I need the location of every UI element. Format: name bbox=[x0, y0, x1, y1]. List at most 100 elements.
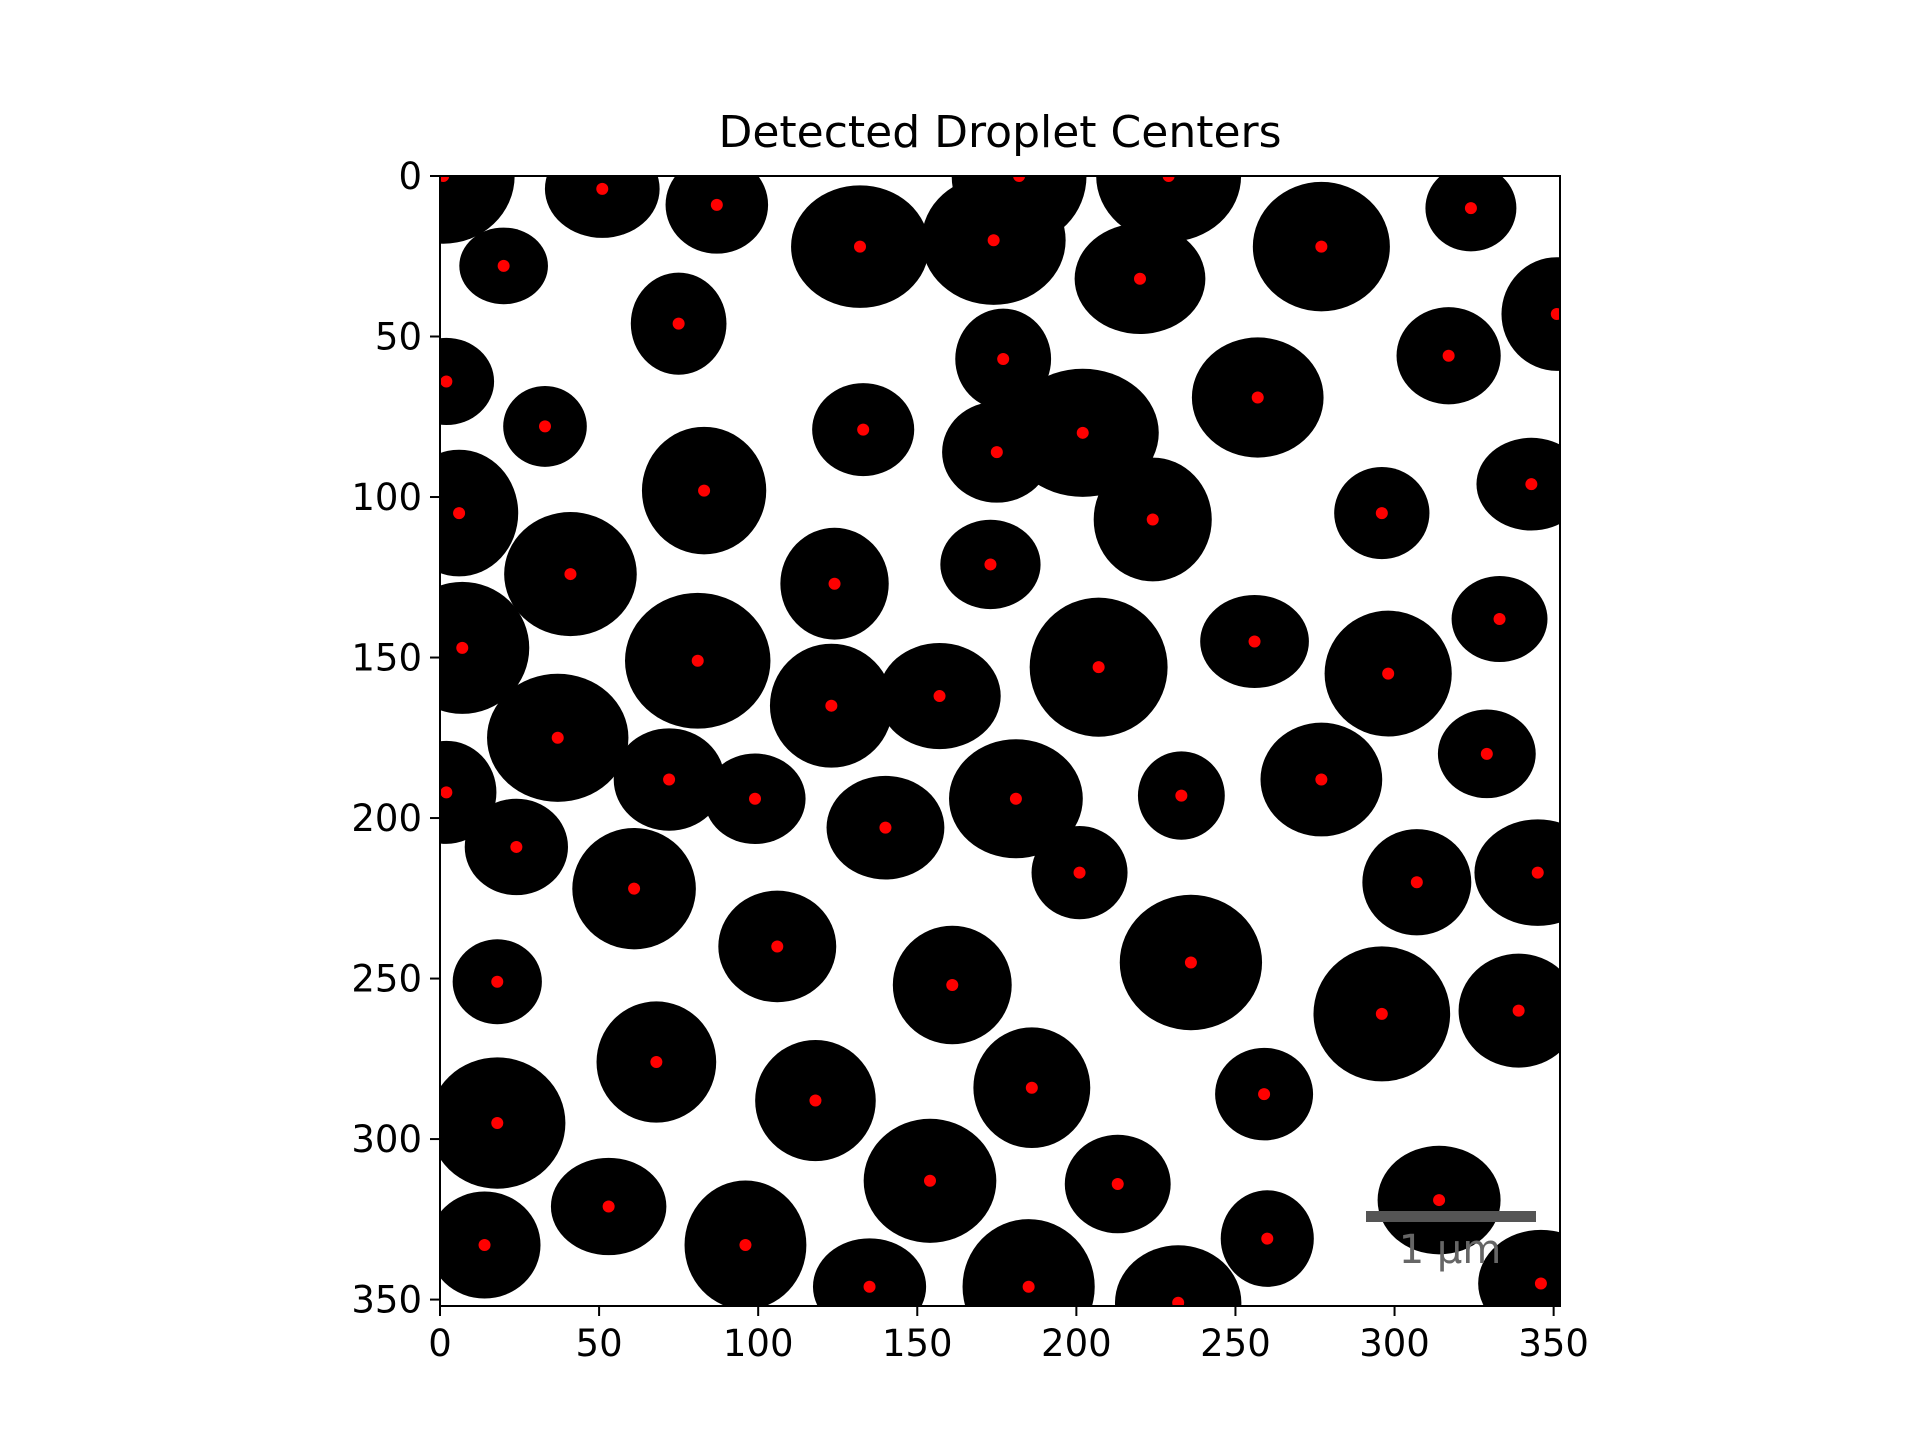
center-point bbox=[1009, 792, 1022, 805]
center-point bbox=[1480, 747, 1493, 760]
droplet bbox=[1501, 257, 1560, 371]
center-point bbox=[440, 786, 453, 799]
center-point bbox=[1550, 308, 1560, 321]
center-point bbox=[1073, 866, 1086, 879]
center-point bbox=[564, 568, 577, 581]
center-point bbox=[739, 1239, 752, 1252]
center-point bbox=[663, 773, 676, 786]
center-point bbox=[1493, 613, 1506, 626]
center-point bbox=[1025, 1081, 1038, 1094]
center-point bbox=[628, 882, 641, 895]
x-axis: 0 50 100 150 200 250 300 350 bbox=[428, 1306, 1589, 1365]
center-point bbox=[491, 1117, 504, 1130]
center-point bbox=[990, 446, 1003, 459]
chart-title: Detected Droplet Centers bbox=[718, 107, 1281, 158]
center-point bbox=[453, 507, 466, 520]
center-point bbox=[1261, 1232, 1274, 1245]
center-point bbox=[602, 1200, 615, 1213]
center-point bbox=[478, 1239, 491, 1252]
center-point bbox=[1315, 240, 1328, 253]
center-point bbox=[1433, 1194, 1446, 1207]
center-point bbox=[1525, 478, 1538, 491]
droplet bbox=[440, 337, 495, 426]
droplet bbox=[440, 176, 515, 244]
y-tick-label: 0 bbox=[398, 155, 422, 198]
center-point bbox=[1410, 876, 1423, 889]
x-tick-label: 100 bbox=[723, 1322, 794, 1365]
center-point bbox=[1172, 1296, 1185, 1306]
center-point bbox=[924, 1174, 936, 1187]
center-point bbox=[710, 198, 723, 211]
plot-area: 1 μm bbox=[439, 175, 1561, 1307]
center-markers bbox=[440, 176, 1560, 1306]
droplet bbox=[812, 1238, 927, 1306]
scale-bar-label: 1 μm bbox=[1399, 1227, 1502, 1273]
center-point bbox=[1375, 507, 1388, 520]
center-point bbox=[987, 234, 1000, 247]
droplet bbox=[962, 1219, 1095, 1306]
center-point bbox=[1534, 1277, 1547, 1290]
droplet bbox=[1476, 437, 1560, 531]
center-point bbox=[1248, 635, 1261, 648]
center-point bbox=[1076, 426, 1089, 439]
center-point bbox=[440, 176, 450, 182]
droplet bbox=[1474, 819, 1560, 926]
plot-frame bbox=[439, 175, 1561, 1307]
scale-bar-line bbox=[1366, 1211, 1536, 1222]
center-point bbox=[854, 240, 866, 253]
center-point bbox=[809, 1094, 822, 1107]
x-tick-label: 250 bbox=[1200, 1322, 1271, 1365]
scale-bar: 1 μm bbox=[1366, 1211, 1536, 1273]
center-point bbox=[1512, 1004, 1525, 1017]
x-tick-label: 350 bbox=[1518, 1322, 1589, 1365]
center-point bbox=[1175, 789, 1188, 802]
center-point bbox=[984, 558, 997, 571]
center-point bbox=[497, 259, 510, 272]
center-point bbox=[1258, 1088, 1271, 1101]
center-point bbox=[1464, 202, 1477, 215]
center-point bbox=[1382, 667, 1395, 680]
center-point bbox=[997, 352, 1010, 365]
x-tick-label: 0 bbox=[428, 1322, 452, 1365]
center-point bbox=[440, 375, 453, 388]
droplet bbox=[440, 449, 519, 577]
y-tick-label: 150 bbox=[351, 637, 422, 680]
center-point bbox=[857, 423, 870, 436]
droplet bbox=[544, 176, 660, 238]
center-point bbox=[879, 821, 892, 834]
center-point bbox=[1162, 176, 1175, 182]
center-point bbox=[1092, 661, 1105, 674]
center-point bbox=[456, 641, 469, 654]
center-point bbox=[863, 1280, 876, 1293]
center-point bbox=[1111, 1178, 1124, 1191]
center-point bbox=[933, 690, 946, 703]
center-point bbox=[946, 978, 959, 991]
center-point bbox=[596, 182, 609, 195]
center-point bbox=[749, 792, 761, 805]
center-point bbox=[1251, 391, 1264, 404]
y-tick-label: 200 bbox=[351, 797, 422, 840]
center-point bbox=[672, 317, 685, 330]
droplet bbox=[1458, 953, 1560, 1068]
center-point bbox=[771, 940, 784, 953]
center-point bbox=[825, 699, 838, 712]
center-point bbox=[539, 420, 551, 433]
center-point bbox=[1184, 956, 1197, 969]
y-tick-label: 250 bbox=[351, 958, 422, 1001]
center-point bbox=[1375, 1007, 1388, 1020]
y-tick-label: 350 bbox=[351, 1279, 422, 1322]
center-point bbox=[1013, 176, 1026, 182]
x-tick-label: 200 bbox=[1041, 1322, 1112, 1365]
y-axis: 0 50 100 150 200 250 300 350 bbox=[351, 155, 440, 1322]
center-point bbox=[491, 975, 504, 988]
center-point bbox=[691, 654, 704, 667]
center-point bbox=[1134, 272, 1146, 285]
center-point bbox=[1146, 513, 1159, 526]
center-point bbox=[1315, 773, 1328, 786]
center-point bbox=[551, 731, 564, 744]
center-point bbox=[828, 577, 841, 590]
y-tick-label: 50 bbox=[375, 316, 422, 359]
center-point bbox=[1531, 866, 1544, 879]
center-point bbox=[698, 484, 711, 497]
